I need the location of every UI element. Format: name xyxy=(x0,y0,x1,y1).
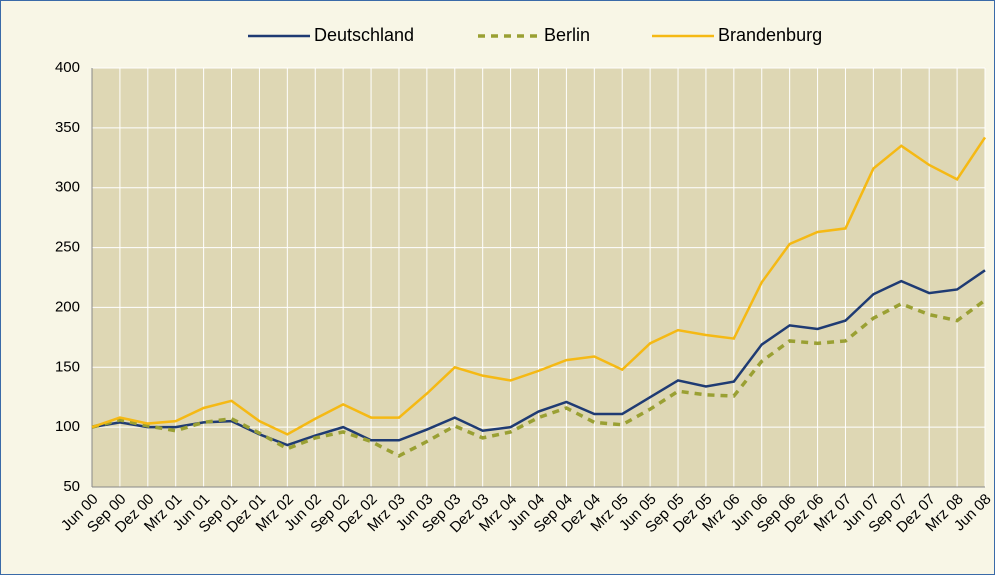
y-tick-label: 300 xyxy=(55,179,80,196)
legend-label: Brandenburg xyxy=(718,25,822,45)
y-tick-label: 100 xyxy=(55,418,80,435)
line-series xyxy=(91,269,986,447)
legend-label: Berlin xyxy=(544,25,590,45)
y-tick-label: 350 xyxy=(55,119,80,136)
y-tick-label: 200 xyxy=(55,298,80,315)
y-tick-label: 150 xyxy=(55,358,80,375)
y-tick-label: 250 xyxy=(55,239,80,256)
line-series xyxy=(91,136,987,436)
y-tick-label: 50 xyxy=(63,478,80,495)
legend-label: Deutschland xyxy=(314,25,414,45)
y-tick-label: 400 xyxy=(55,59,80,76)
